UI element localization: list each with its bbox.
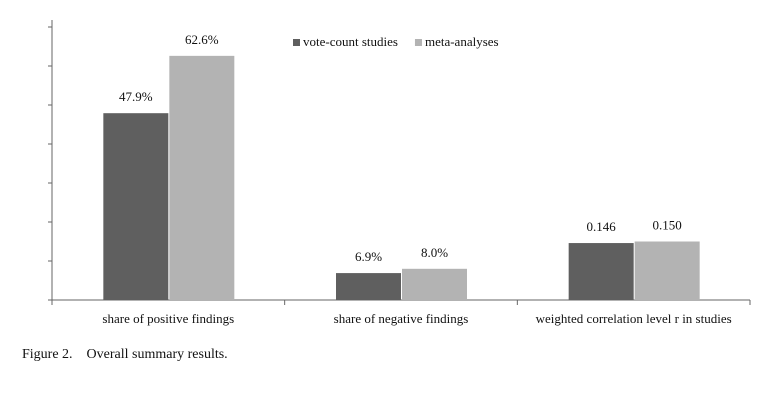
x-tick-label: share of positive findings — [102, 311, 234, 326]
x-tick-label: weighted correlation level r in studies — [536, 311, 732, 326]
legend-label: vote-count studies — [303, 34, 398, 49]
legend-label: meta-analyses — [425, 34, 499, 49]
figure-caption: Figure 2. Overall summary results. — [22, 347, 228, 362]
value-label: 6.9% — [355, 249, 382, 264]
value-label: 0.146 — [587, 219, 617, 234]
value-label: 47.9% — [119, 89, 153, 104]
value-label: 62.6% — [185, 32, 219, 47]
x-tick-label: share of negative findings — [334, 311, 469, 326]
bar — [568, 243, 634, 300]
bar — [634, 241, 700, 300]
value-label: 8.0% — [421, 245, 448, 260]
bar — [103, 113, 169, 300]
bar — [402, 268, 467, 300]
value-label: 0.150 — [653, 217, 682, 232]
legend-swatch — [293, 39, 300, 46]
legend-swatch — [414, 39, 422, 46]
bar — [169, 55, 235, 300]
bar — [336, 273, 401, 300]
